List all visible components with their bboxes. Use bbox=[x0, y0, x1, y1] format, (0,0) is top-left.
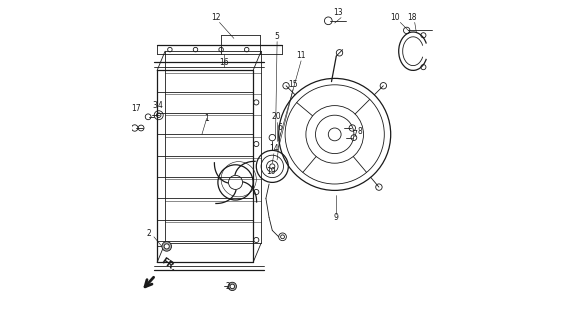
Text: 17: 17 bbox=[132, 104, 141, 113]
Text: 13: 13 bbox=[333, 8, 343, 17]
Circle shape bbox=[162, 242, 171, 251]
Text: FR.: FR. bbox=[159, 257, 177, 274]
Text: 6: 6 bbox=[278, 124, 283, 132]
Text: 2: 2 bbox=[147, 229, 152, 238]
Text: 1: 1 bbox=[204, 114, 209, 123]
Text: 18: 18 bbox=[407, 13, 416, 22]
Text: 20: 20 bbox=[272, 112, 281, 121]
Text: 19: 19 bbox=[266, 167, 276, 176]
Circle shape bbox=[164, 244, 169, 249]
Text: 14: 14 bbox=[269, 144, 279, 153]
Text: 12: 12 bbox=[211, 13, 221, 22]
Text: 16: 16 bbox=[219, 58, 229, 67]
Text: 8: 8 bbox=[357, 127, 362, 136]
Text: 9: 9 bbox=[334, 213, 339, 222]
Text: 11: 11 bbox=[296, 52, 306, 60]
Text: 7: 7 bbox=[352, 130, 357, 139]
Text: 2: 2 bbox=[225, 282, 230, 291]
Text: 4: 4 bbox=[157, 101, 162, 110]
Text: 5: 5 bbox=[275, 32, 279, 41]
Text: 3: 3 bbox=[152, 101, 157, 110]
Circle shape bbox=[228, 282, 237, 291]
Text: 15: 15 bbox=[288, 80, 298, 89]
Text: 10: 10 bbox=[391, 13, 401, 22]
Circle shape bbox=[230, 284, 234, 289]
